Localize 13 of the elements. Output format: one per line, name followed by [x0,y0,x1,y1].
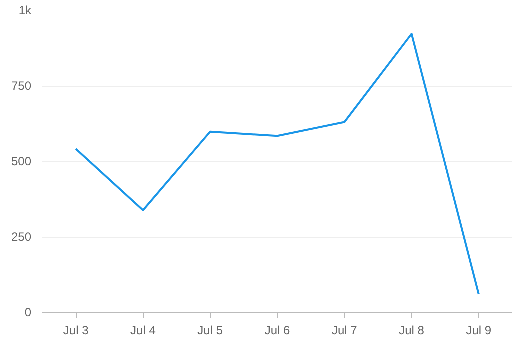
line-series [75,33,480,296]
x-tick-label: Jul 9 [466,324,492,338]
x-tick-label: Jul 3 [63,324,90,338]
x-tick-label: Jul 4 [130,324,156,338]
y-tick-label: 1k [18,4,32,18]
x-tick-label: Jul 6 [264,324,290,338]
y-tick-label: 750 [11,79,32,93]
x-tick-label: Jul 8 [399,324,425,338]
x-tick-label: Jul 5 [198,324,224,338]
y-tick-label: 500 [11,154,32,168]
x-tick-label: Jul 7 [332,324,358,338]
y-tick-label: 250 [11,230,32,244]
y-tick-label: 0 [24,306,32,320]
